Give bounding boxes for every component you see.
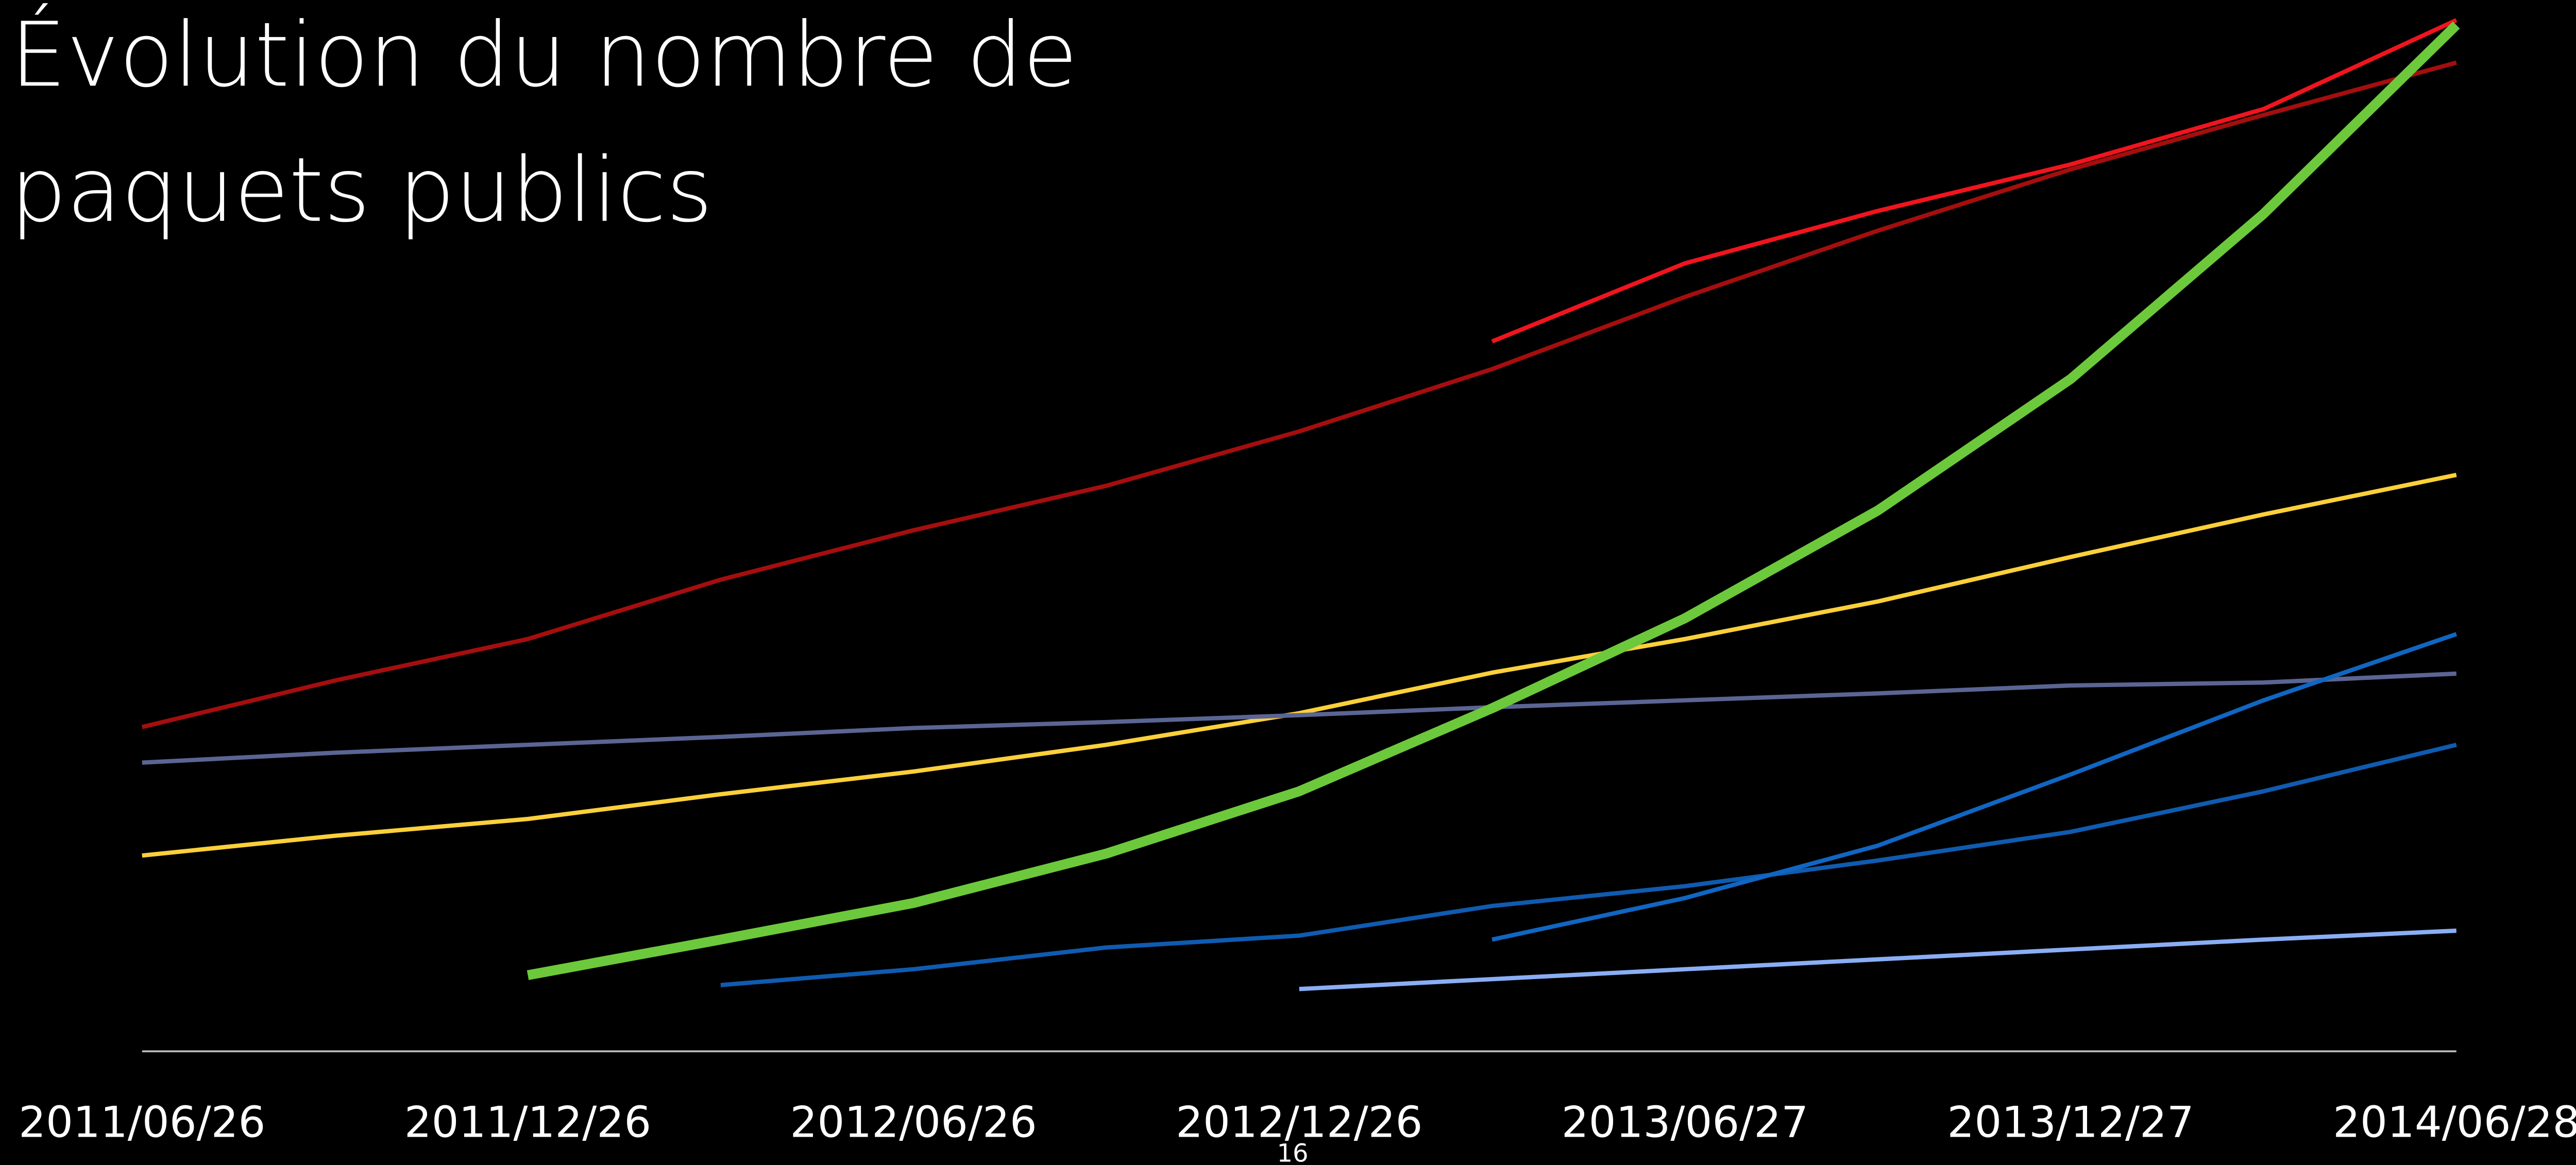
x-tick-label: 2014/06/28: [2333, 1098, 2576, 1147]
series-line: [141, 60, 2457, 729]
page-number: 16: [1277, 1139, 1308, 1165]
chart-title: paquets publics: [10, 139, 713, 242]
chart-title: Évolution du nombre de: [10, 3, 1078, 107]
x-tick-label: 2013/06/27: [1562, 1098, 1808, 1147]
series-line: [720, 743, 2457, 987]
x-tick-label: 2011/12/26: [404, 1098, 651, 1147]
series-line: [1491, 18, 2458, 344]
x-tick-label: 2012/06/26: [790, 1098, 1037, 1147]
series-line: [1299, 928, 2456, 991]
series-line: [142, 671, 2456, 765]
x-tick-label: 2012/12/26: [1176, 1098, 1422, 1147]
series-line: [527, 21, 2460, 980]
x-tick-label: 2013/12/27: [1947, 1098, 2194, 1147]
series-line: [1492, 632, 2458, 942]
x-tick-label: 2011/06/26: [19, 1098, 265, 1147]
